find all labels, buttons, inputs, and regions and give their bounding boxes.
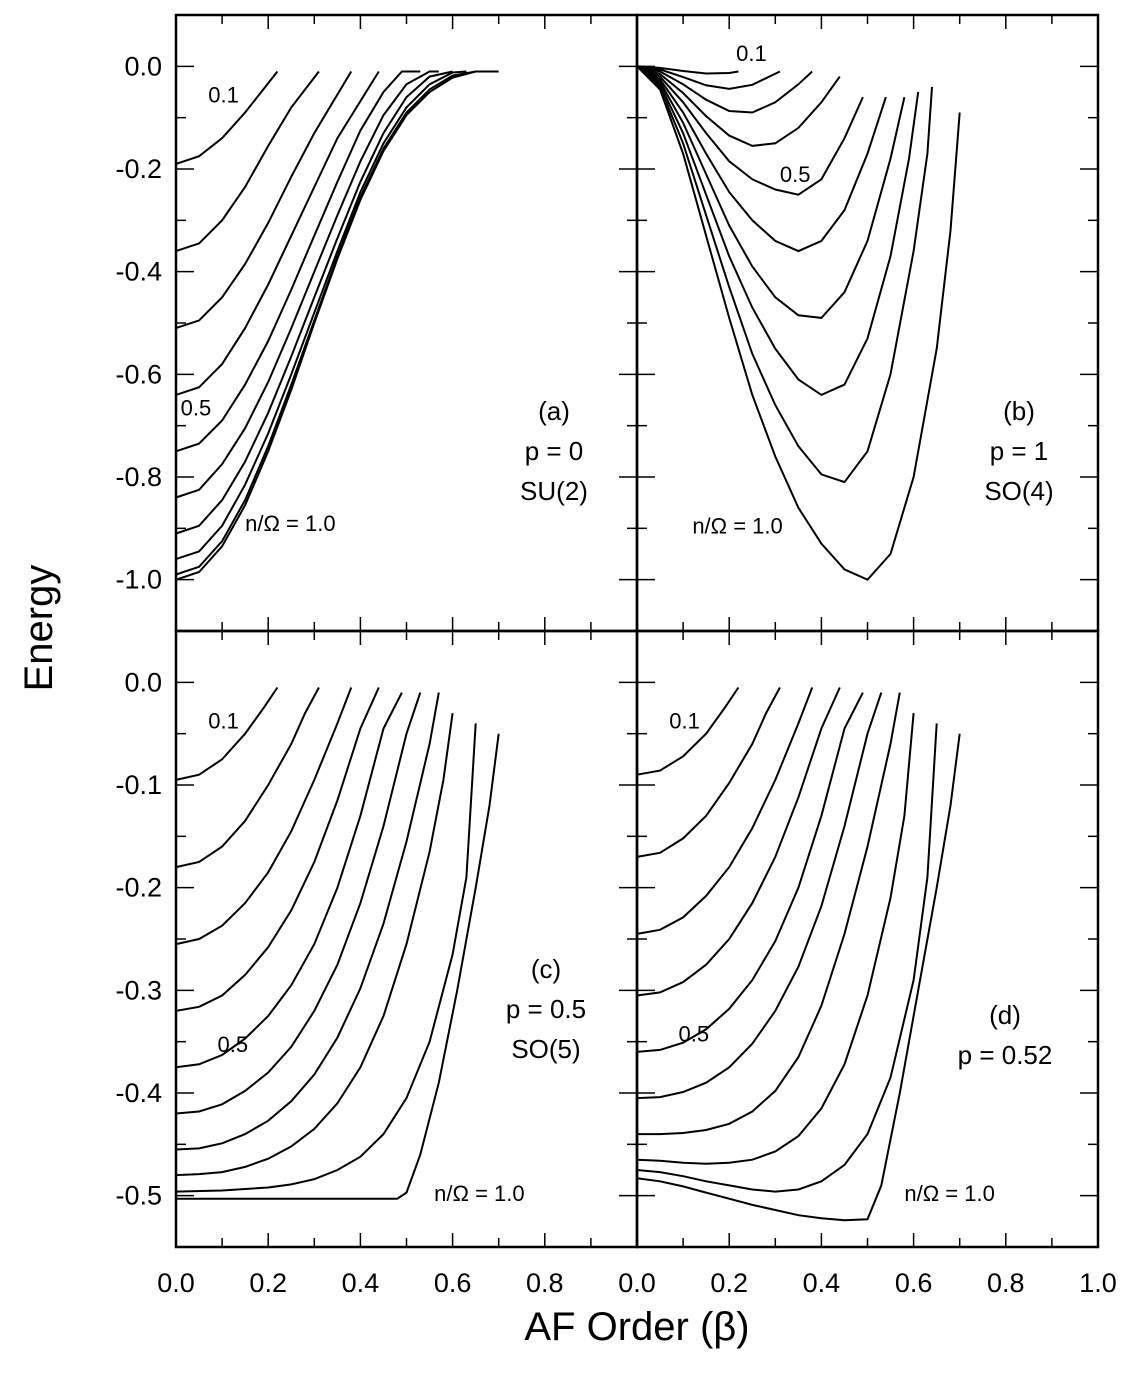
curve-annotation: 0.5 <box>181 395 212 420</box>
series-line <box>175 70 320 253</box>
y-tick-label: -0.6 <box>115 359 162 389</box>
series-line <box>636 65 961 581</box>
panel-a: 0.0 -0.2 -0.4 -0.6 -0.8 -1.0 0.1 0.5 n/Ω = 1.0 (a… <box>115 13 639 633</box>
panel-param: p = 0.52 <box>958 1040 1053 1070</box>
panel-letter: (a) <box>538 396 570 426</box>
series-line <box>175 687 353 946</box>
series-line <box>175 70 499 581</box>
series-line <box>636 65 739 75</box>
series-line <box>636 65 864 196</box>
series-line <box>636 687 814 935</box>
series-line <box>636 723 938 1193</box>
panel-group: SO(5) <box>511 1034 580 1064</box>
series-line <box>636 686 740 776</box>
series-line <box>636 65 933 484</box>
series-line <box>175 687 320 869</box>
series-line <box>636 65 841 147</box>
panel-d: 0.0 0.2 0.4 0.6 0.8 1.0 0.1 0.5 n/Ω = 1.0 (d) p = … <box>618 629 1117 1298</box>
x-tick-label: 0.0 <box>618 1268 656 1298</box>
series-line <box>175 70 279 165</box>
series-line <box>636 733 961 1222</box>
series-line <box>636 687 841 997</box>
curve-annotation: n/Ω = 1.0 <box>904 1181 994 1206</box>
curve-annotation: 0.5 <box>780 162 811 187</box>
y-tick-label: -1.0 <box>115 565 162 595</box>
panel-letter: (d) <box>989 1000 1021 1030</box>
x-tick-label: 0.8 <box>987 1268 1025 1298</box>
series-line <box>175 70 453 535</box>
panel-param: p = 1 <box>990 436 1049 466</box>
curve-annotation: 0.1 <box>669 709 700 734</box>
series-line <box>636 65 920 397</box>
x-tick-label: 0.0 <box>157 1268 195 1298</box>
y-axis-title: Energy <box>17 565 61 692</box>
panel-letter: (c) <box>531 954 561 984</box>
series-line <box>636 687 781 858</box>
panel-group: SO(4) <box>984 476 1053 506</box>
panel-param: p = 0 <box>525 436 584 466</box>
curve-annotation: 0.5 <box>678 1022 709 1047</box>
x-tick-label: 0.8 <box>526 1268 564 1298</box>
x-tick-label: 0.6 <box>895 1268 933 1298</box>
y-tick-label: -0.1 <box>115 770 162 800</box>
y-tick-label: -0.2 <box>115 154 162 184</box>
series-line <box>175 70 353 330</box>
series-line <box>636 65 887 253</box>
series-line <box>637 692 901 1136</box>
y-tick-label: -0.8 <box>115 462 162 492</box>
series-line <box>175 70 467 561</box>
panels: 0.0 -0.2 -0.4 -0.6 -0.8 -1.0 0.1 0.5 n/Ω = 1.0 (a… <box>115 13 1117 1298</box>
series-line <box>636 65 906 319</box>
series-line <box>175 712 454 1177</box>
series-line <box>636 65 813 114</box>
panel-letter: (b) <box>1003 396 1035 426</box>
curve-annotation: 0.1 <box>736 41 767 66</box>
series-line <box>175 723 477 1193</box>
series-line <box>175 70 421 453</box>
x-tick-label: 1.0 <box>1079 1268 1117 1298</box>
curve-annotation: 0.1 <box>208 709 239 734</box>
y-tick-label: -0.3 <box>115 975 162 1005</box>
x-tick-label: 0.2 <box>249 1268 287 1298</box>
series-line <box>176 733 500 1200</box>
series-line <box>175 686 279 781</box>
x-tick-label: 0.4 <box>342 1268 380 1298</box>
curve-annotation: 0.5 <box>217 1032 248 1057</box>
x-axis-title: AF Order (β) <box>524 1305 749 1349</box>
x-tick-label: 0.2 <box>710 1268 748 1298</box>
x-tick-label: 0.6 <box>434 1268 472 1298</box>
series-line <box>636 713 915 1165</box>
panel-frame <box>635 13 1100 633</box>
panel-param: p = 0.5 <box>506 994 586 1024</box>
y-tick-label: -0.2 <box>115 873 162 903</box>
series-line <box>636 692 864 1053</box>
series-line <box>175 70 439 499</box>
series-line <box>636 65 781 90</box>
panel-c: 0.0 -0.1 -0.2 -0.3 -0.4 -0.5 0.0 0.2 0.4 0.6 0.8 0.… <box>115 629 639 1298</box>
series-line <box>175 692 403 1069</box>
curve-annotation: 0.1 <box>208 82 239 107</box>
panel-group: SU(2) <box>520 476 588 506</box>
y-tick-label: -0.4 <box>115 257 162 287</box>
panel-frame <box>635 629 1100 1249</box>
curve-annotation: n/Ω = 1.0 <box>434 1181 524 1206</box>
y-tick-label: 0.0 <box>124 667 162 697</box>
y-tick-label: -0.4 <box>115 1078 162 1108</box>
curve-annotation: n/Ω = 1.0 <box>245 511 335 536</box>
series-line <box>636 692 883 1100</box>
series-line <box>175 70 380 396</box>
x-tick-label: 0.4 <box>803 1268 841 1298</box>
series-line <box>175 692 422 1115</box>
y-tick-label: 0.0 <box>124 51 162 81</box>
series-line <box>175 687 380 1012</box>
panel-frame <box>174 629 639 1249</box>
panel-b: 0.1 0.5 n/Ω = 1.0 (b) p = 1 SO(4) <box>635 13 1100 633</box>
series-line <box>175 692 440 1151</box>
curve-annotation: n/Ω = 1.0 <box>692 513 782 538</box>
y-tick-label: -0.5 <box>115 1181 162 1211</box>
